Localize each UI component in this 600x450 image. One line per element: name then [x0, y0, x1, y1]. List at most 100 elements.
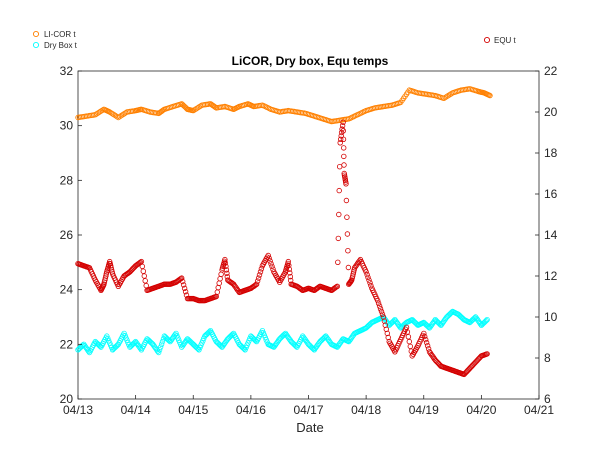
equ-point: [424, 343, 431, 349]
equ-point: [265, 252, 271, 259]
y-left-tick-label: 32: [60, 64, 74, 78]
licor-point: [96, 109, 103, 115]
x-tick-label: 04/17: [293, 403, 323, 417]
drybox-point: [158, 341, 165, 347]
equ-point: [182, 289, 189, 295]
legend-label-licor: LI-COR t: [44, 30, 76, 39]
y-right-tick-label: 20: [544, 105, 558, 119]
equ-point: [367, 280, 373, 286]
legend-left: LI-COR t Dry Box t: [32, 30, 78, 50]
equ-point: [364, 271, 370, 278]
equ-point: [257, 269, 264, 275]
licor-point: [487, 92, 493, 99]
x-tick-label: 04/19: [409, 403, 439, 417]
equ-point: [285, 258, 291, 265]
x-tick-label: 04/16: [236, 403, 266, 417]
equ-point: [339, 122, 346, 129]
y-left-tick-label: 30: [60, 119, 74, 133]
equ-point: [268, 261, 274, 267]
equ-point: [366, 277, 372, 283]
equ-point: [287, 270, 293, 276]
x-axis-label: Date: [296, 420, 323, 435]
equ-point: [181, 285, 188, 291]
y-right-tick-label: 8: [544, 351, 551, 365]
equ-point: [375, 300, 382, 306]
equ-point: [348, 278, 354, 284]
equ-point: [269, 263, 275, 270]
equ-point: [223, 263, 229, 270]
equ-point: [365, 274, 371, 281]
equ-point: [258, 266, 265, 272]
equ-point: [334, 283, 340, 289]
equ-point: [368, 282, 374, 289]
legend-label-drybox: Dry Box t: [44, 41, 78, 50]
licor-point: [95, 110, 101, 116]
y-right-tick-label: 18: [544, 146, 558, 160]
equ-point: [256, 272, 263, 278]
y-right-tick-label: 16: [544, 187, 558, 201]
equ-point: [287, 274, 293, 280]
equ-point: [286, 262, 292, 269]
legend-marker-equ: [483, 36, 491, 44]
equ-point: [423, 339, 430, 346]
y-right-tick-label: 6: [544, 392, 551, 406]
licor-point: [106, 109, 113, 115]
licor-point: [194, 105, 201, 111]
equ-point: [423, 336, 429, 343]
y-left-tick-label: 26: [60, 228, 74, 242]
equ-point: [266, 255, 272, 261]
equ-point: [345, 247, 351, 254]
series-layer: [75, 86, 493, 378]
equ-point: [344, 214, 350, 220]
equ-point: [345, 264, 352, 271]
equ-point: [376, 303, 383, 309]
equ-point: [343, 181, 349, 187]
x-tick-label: 04/18: [351, 403, 381, 417]
equ-point: [179, 278, 186, 285]
equ-point: [378, 308, 385, 315]
y-right-tick-label: 12: [544, 269, 558, 283]
x-tick-label: 04/15: [178, 403, 208, 417]
equ-point: [336, 187, 342, 194]
axes-layer: 04/13 04/14 04/15 04/16 04/17 04/18 04/19 04/20…: [60, 64, 558, 417]
equ-point: [224, 270, 230, 276]
equ-point: [254, 278, 261, 284]
equ-point: [338, 129, 345, 136]
chart-title: LiCOR, Dry box, Equ temps: [232, 54, 389, 68]
legend-right: EQU t: [483, 36, 517, 45]
y-left-tick-label: 24: [60, 283, 74, 297]
equ-point: [341, 162, 347, 168]
equ-point: [180, 282, 187, 288]
equ-point: [336, 211, 342, 218]
equ-point: [338, 136, 344, 142]
equ-point: [344, 231, 351, 237]
equ-point: [335, 259, 341, 265]
equ-point: [377, 306, 384, 312]
equ-point: [270, 266, 276, 272]
equ-point: [267, 258, 273, 264]
legend-marker-licor: [32, 30, 40, 38]
y-right-tick-label: 22: [544, 64, 558, 78]
equ-point: [286, 266, 292, 272]
drybox-point: [155, 349, 162, 356]
drybox-point: [483, 317, 489, 324]
y-right-tick-label: 14: [544, 228, 558, 242]
equ-point: [484, 351, 490, 357]
equ-point: [343, 197, 350, 204]
series-licor: [75, 86, 493, 125]
equ-point: [222, 260, 229, 266]
equ-point: [425, 346, 432, 352]
series-drybox: [75, 308, 490, 356]
equ-point: [363, 269, 369, 275]
equ-point: [350, 271, 356, 277]
legend-marker-drybox: [32, 41, 40, 49]
equ-point: [340, 119, 346, 125]
drybox-point: [156, 347, 163, 353]
equ-point: [422, 333, 428, 340]
licor-point: [442, 94, 449, 101]
equ-point: [341, 145, 347, 151]
equ-point: [341, 153, 347, 160]
licor-point: [190, 107, 196, 114]
equ-point: [223, 267, 230, 273]
